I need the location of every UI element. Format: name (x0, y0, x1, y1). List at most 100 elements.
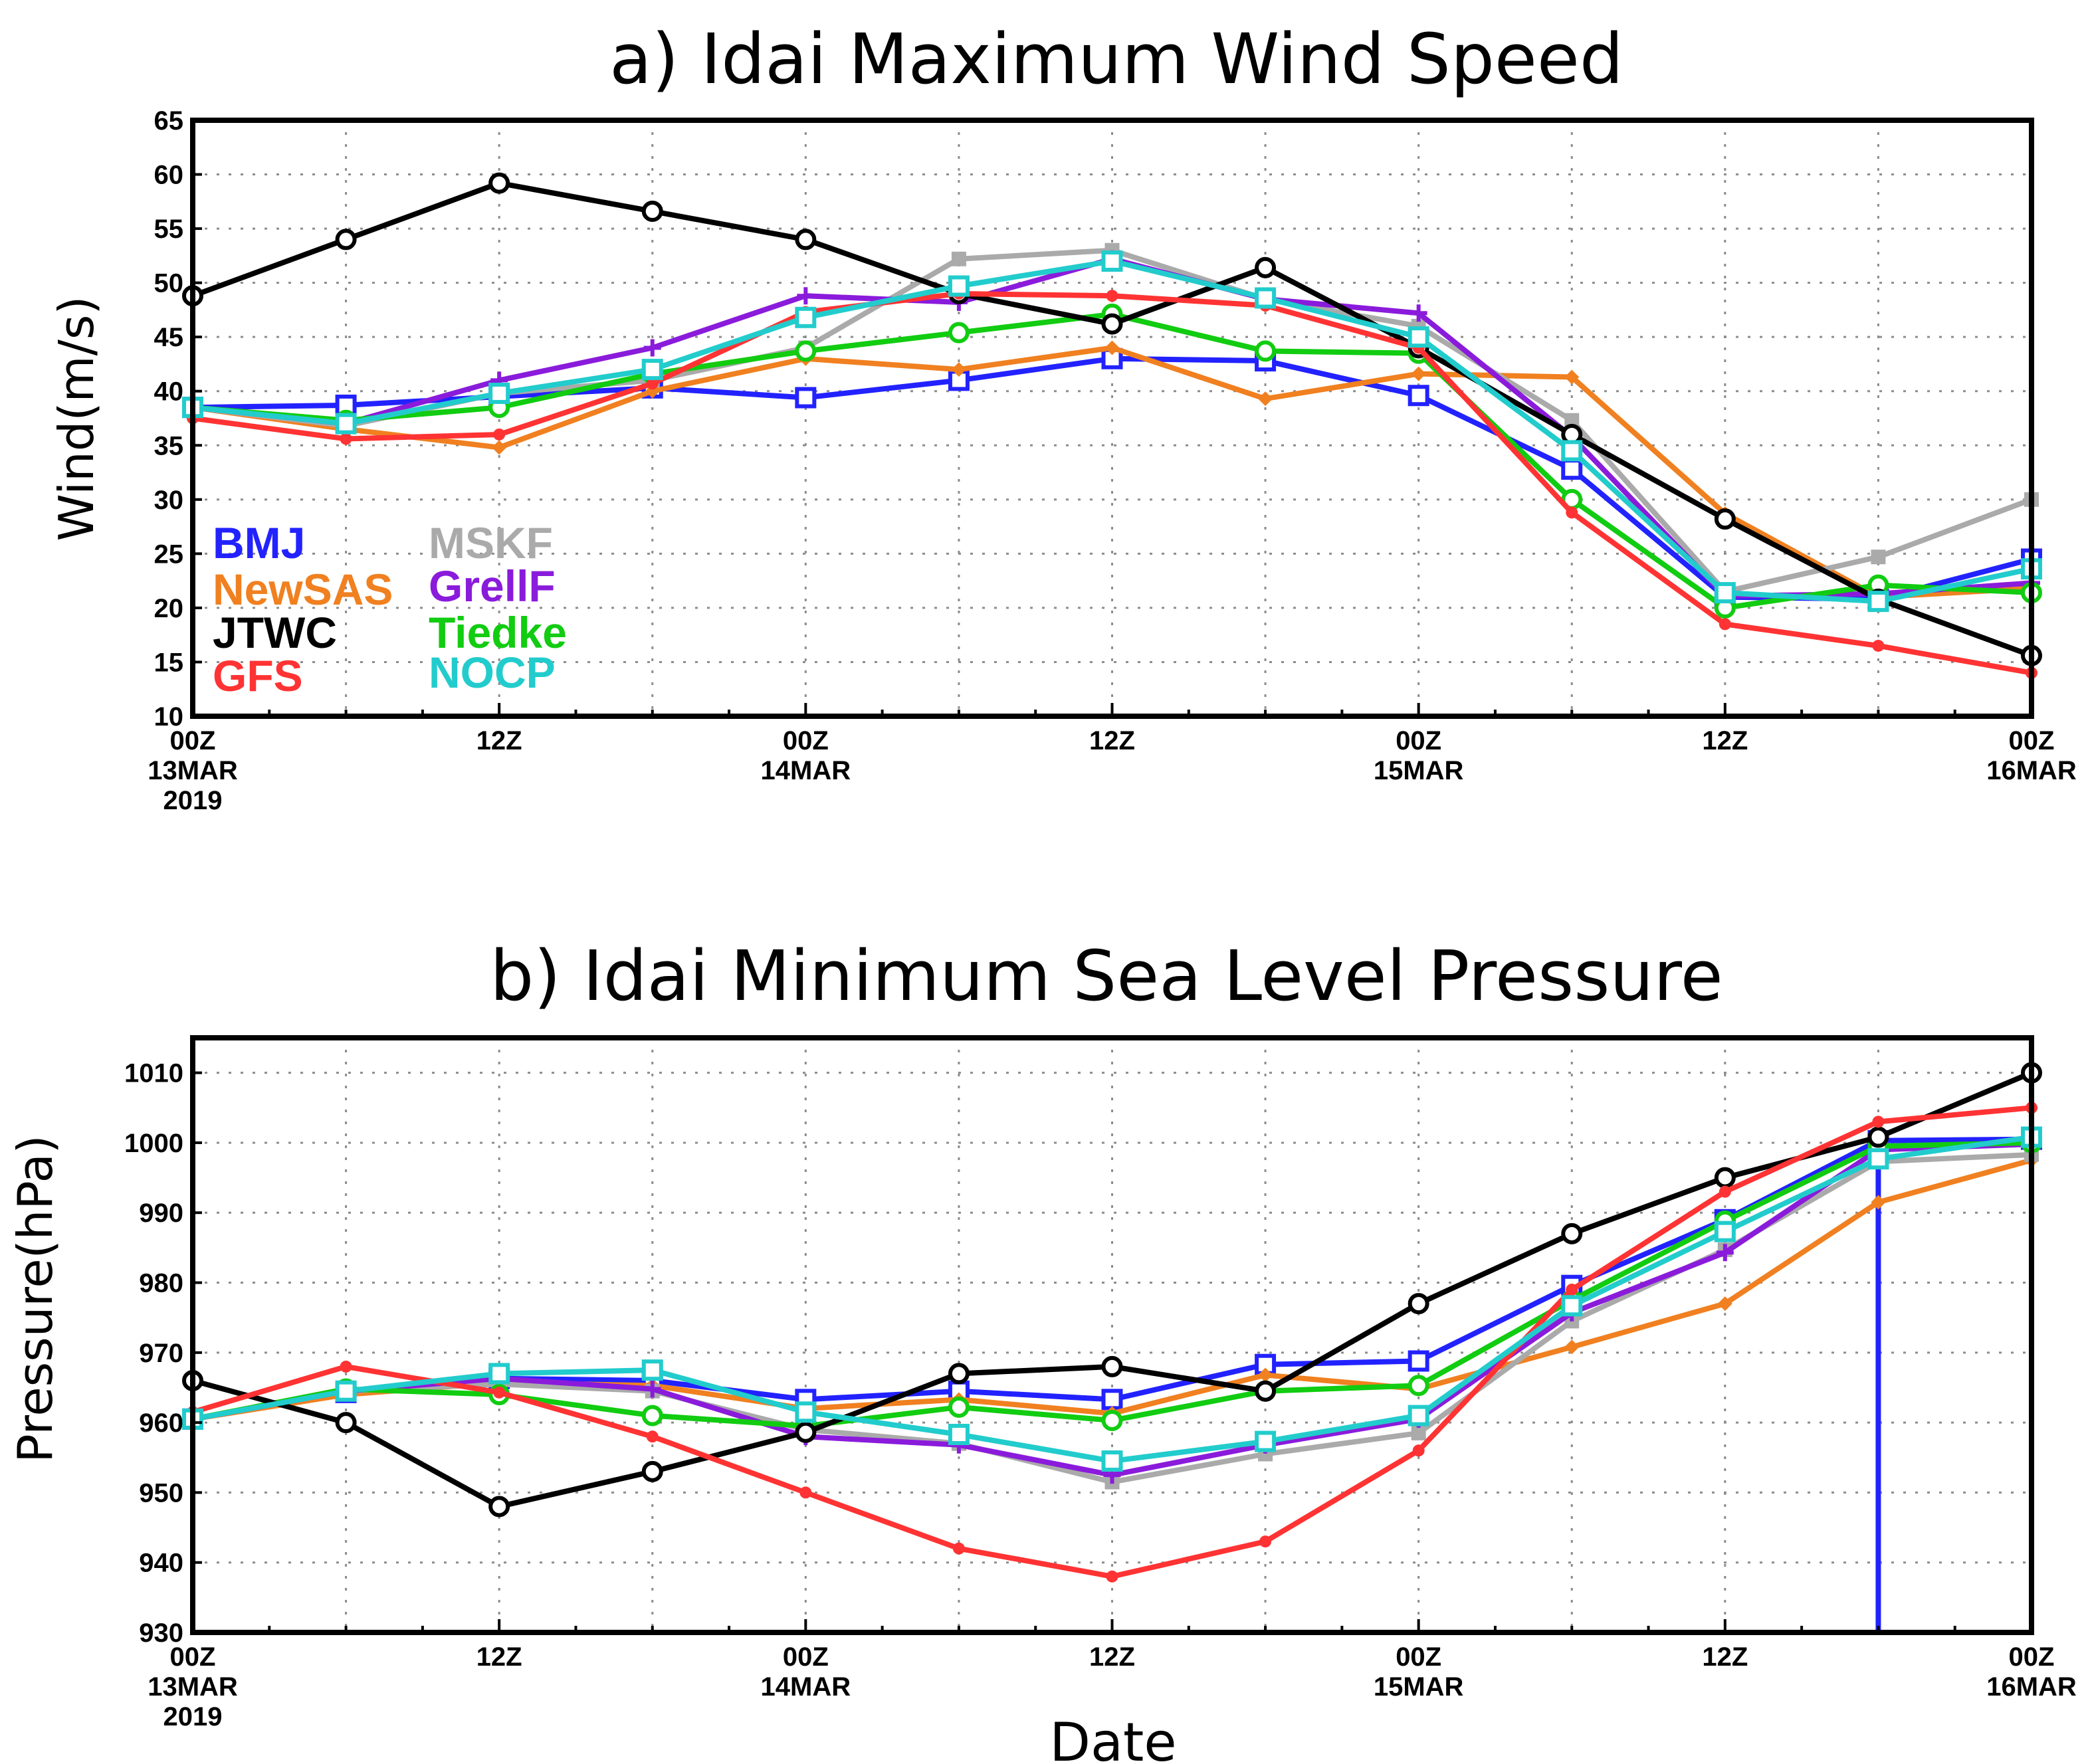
y-tick-label-pressure-940: 940 (139, 1549, 183, 1578)
x-tick-label-pressure-3-0: 12Z (1089, 1642, 1135, 1672)
y-axis-label-pressure: Pressure(hPa) (7, 1135, 63, 1463)
x-tick-label-wind-1-0: 12Z (476, 726, 522, 755)
marker-pressure-nocp-3 (641, 1359, 663, 1381)
marker-wind-grellf-4 (797, 287, 815, 305)
marker-pressure-gfs-7 (1259, 1535, 1272, 1548)
x-tick-label-pressure-0-2: 2019 (163, 1702, 223, 1731)
y-tick-label-wind-60: 60 (154, 161, 184, 190)
marker-wind-nocp-6 (1101, 250, 1123, 272)
y-tick-label-wind-35: 35 (154, 431, 184, 460)
x-axis-label-pressure: Date (1049, 1712, 1176, 1764)
marker-wind-newsas-5 (951, 362, 966, 377)
marker-wind-gfs-2 (493, 428, 506, 441)
marker-pressure-gfs-9 (1566, 1284, 1578, 1296)
marker-wind-jtwc-1 (335, 229, 357, 250)
x-tick-label-pressure-2-1: 14MAR (761, 1672, 851, 1702)
series-pressure-jtwc (182, 1062, 2042, 1518)
marker-wind-nocp-2 (488, 382, 510, 404)
marker-pressure-gfs-4 (799, 1486, 812, 1499)
marker-pressure-gfs-5 (952, 1542, 965, 1555)
marker-wind-gfs-11 (1872, 639, 1885, 652)
marker-wind-bmj-8 (1408, 385, 1429, 407)
marker-wind-gfs-6 (1106, 290, 1118, 302)
marker-pressure-nocp-5 (948, 1424, 970, 1446)
y-tick-label-pressure-950: 950 (139, 1478, 183, 1508)
marker-wind-mskf-5 (951, 251, 966, 266)
x-tick-label-pressure-4-1: 15MAR (1374, 1672, 1464, 1702)
marker-wind-mskf-9 (1564, 413, 1580, 428)
marker-wind-jtwc-3 (641, 200, 663, 222)
marker-wind-nocp-1 (335, 413, 357, 435)
marker-wind-tiedke-4 (795, 340, 817, 362)
y-tick-label-pressure-970: 970 (139, 1339, 183, 1368)
marker-pressure-nocp-2 (488, 1363, 510, 1385)
marker-wind-jtwc-6 (1101, 313, 1123, 335)
y-ticks-pressure: 930 940 950 960 970 980 990 1000 1010 (124, 1059, 202, 1648)
y-tick-label-pressure-1010: 1010 (124, 1059, 183, 1088)
marker-pressure-nocp-4 (795, 1401, 817, 1423)
marker-pressure-bmj-6 (1101, 1389, 1123, 1411)
x-tick-label-wind-6-1: 16MAR (1986, 756, 2077, 785)
legend-grellf: GrellF (429, 561, 556, 611)
y-tick-label-wind-10: 10 (154, 702, 184, 732)
x-tick-label-wind-3-0: 12Z (1089, 726, 1135, 755)
x-tick-label-wind-5-0: 12Z (1702, 726, 1748, 755)
marker-pressure-mskf-8 (1411, 1425, 1426, 1440)
y-tick-label-pressure-930: 930 (139, 1618, 183, 1648)
marker-wind-tiedke-5 (948, 322, 970, 343)
marker-wind-gfs-1 (340, 433, 352, 445)
marker-pressure-jtwc-10 (1714, 1167, 1736, 1189)
x-tick-label-pressure-0-1: 13MAR (148, 1672, 238, 1702)
marker-wind-grellf-3 (643, 339, 661, 357)
x-tick-label-pressure-6-0: 00Z (2009, 1642, 2055, 1672)
marker-pressure-gfs-10 (1719, 1185, 1731, 1198)
marker-pressure-bmj-8 (1408, 1350, 1429, 1372)
marker-wind-gfs-10 (1719, 618, 1731, 631)
x-tick-label-wind-2-0: 00Z (783, 726, 829, 755)
marker-pressure-gfs-8 (1412, 1444, 1425, 1457)
marker-wind-bmj-9 (1561, 458, 1583, 480)
marker-pressure-nocp-10 (1714, 1221, 1736, 1242)
marker-wind-nocp-11 (1867, 591, 1889, 613)
marker-wind-newsas-2 (492, 440, 507, 455)
marker-wind-jtwc-10 (1714, 508, 1736, 530)
y-tick-label-pressure-960: 960 (139, 1409, 183, 1438)
marker-pressure-newsas-9 (1564, 1339, 1580, 1355)
y-tick-label-wind-15: 15 (154, 648, 184, 677)
marker-pressure-grellf-10 (1716, 1244, 1734, 1262)
marker-pressure-nocp-9 (1561, 1295, 1583, 1317)
y-tick-label-wind-55: 55 (154, 215, 184, 244)
marker-pressure-jtwc-2 (488, 1496, 510, 1518)
marker-wind-mskf-11 (1871, 549, 1886, 565)
marker-pressure-gfs-11 (1872, 1116, 1885, 1128)
y-ticks-wind: 10 15 20 25 30 35 40 45 50 55 60 65 (154, 106, 202, 732)
marker-pressure-jtwc-5 (948, 1363, 970, 1385)
marker-pressure-newsas-11 (1871, 1195, 1886, 1210)
x-tick-label-wind-4-0: 00Z (1396, 726, 1441, 755)
y-axis-label-wind: Wind(m/s) (49, 296, 104, 541)
marker-wind-newsas-6 (1104, 340, 1120, 355)
x-tick-label-pressure-4-0: 00Z (1396, 1642, 1441, 1672)
marker-pressure-tiedke-6 (1101, 1409, 1123, 1431)
legend-jtwc: JTWC (213, 608, 337, 657)
x-tick-label-wind-0-0: 00Z (170, 726, 216, 755)
marker-pressure-jtwc-6 (1101, 1355, 1123, 1377)
y-tick-label-pressure-1000: 1000 (124, 1129, 183, 1158)
marker-pressure-gfs-6 (1106, 1570, 1118, 1583)
y-tick-label-wind-30: 30 (154, 486, 184, 515)
x-tick-label-pressure-2-0: 00Z (783, 1642, 829, 1672)
marker-pressure-nocp-11 (1867, 1148, 1889, 1170)
x-tick-label-pressure-6-1: 16MAR (1986, 1672, 2077, 1702)
x-tick-label-wind-0-1: 13MAR (148, 756, 238, 785)
marker-wind-nocp-4 (795, 306, 817, 328)
marker-pressure-jtwc-9 (1561, 1223, 1583, 1244)
marker-pressure-newsas-10 (1717, 1296, 1732, 1312)
marker-wind-jtwc-2 (488, 172, 510, 194)
marker-pressure-jtwc-11 (1867, 1126, 1889, 1148)
marker-pressure-jtwc-7 (1255, 1380, 1277, 1402)
marker-wind-nocp-10 (1714, 582, 1736, 604)
x-tick-label-pressure-0-0: 00Z (170, 1642, 216, 1672)
